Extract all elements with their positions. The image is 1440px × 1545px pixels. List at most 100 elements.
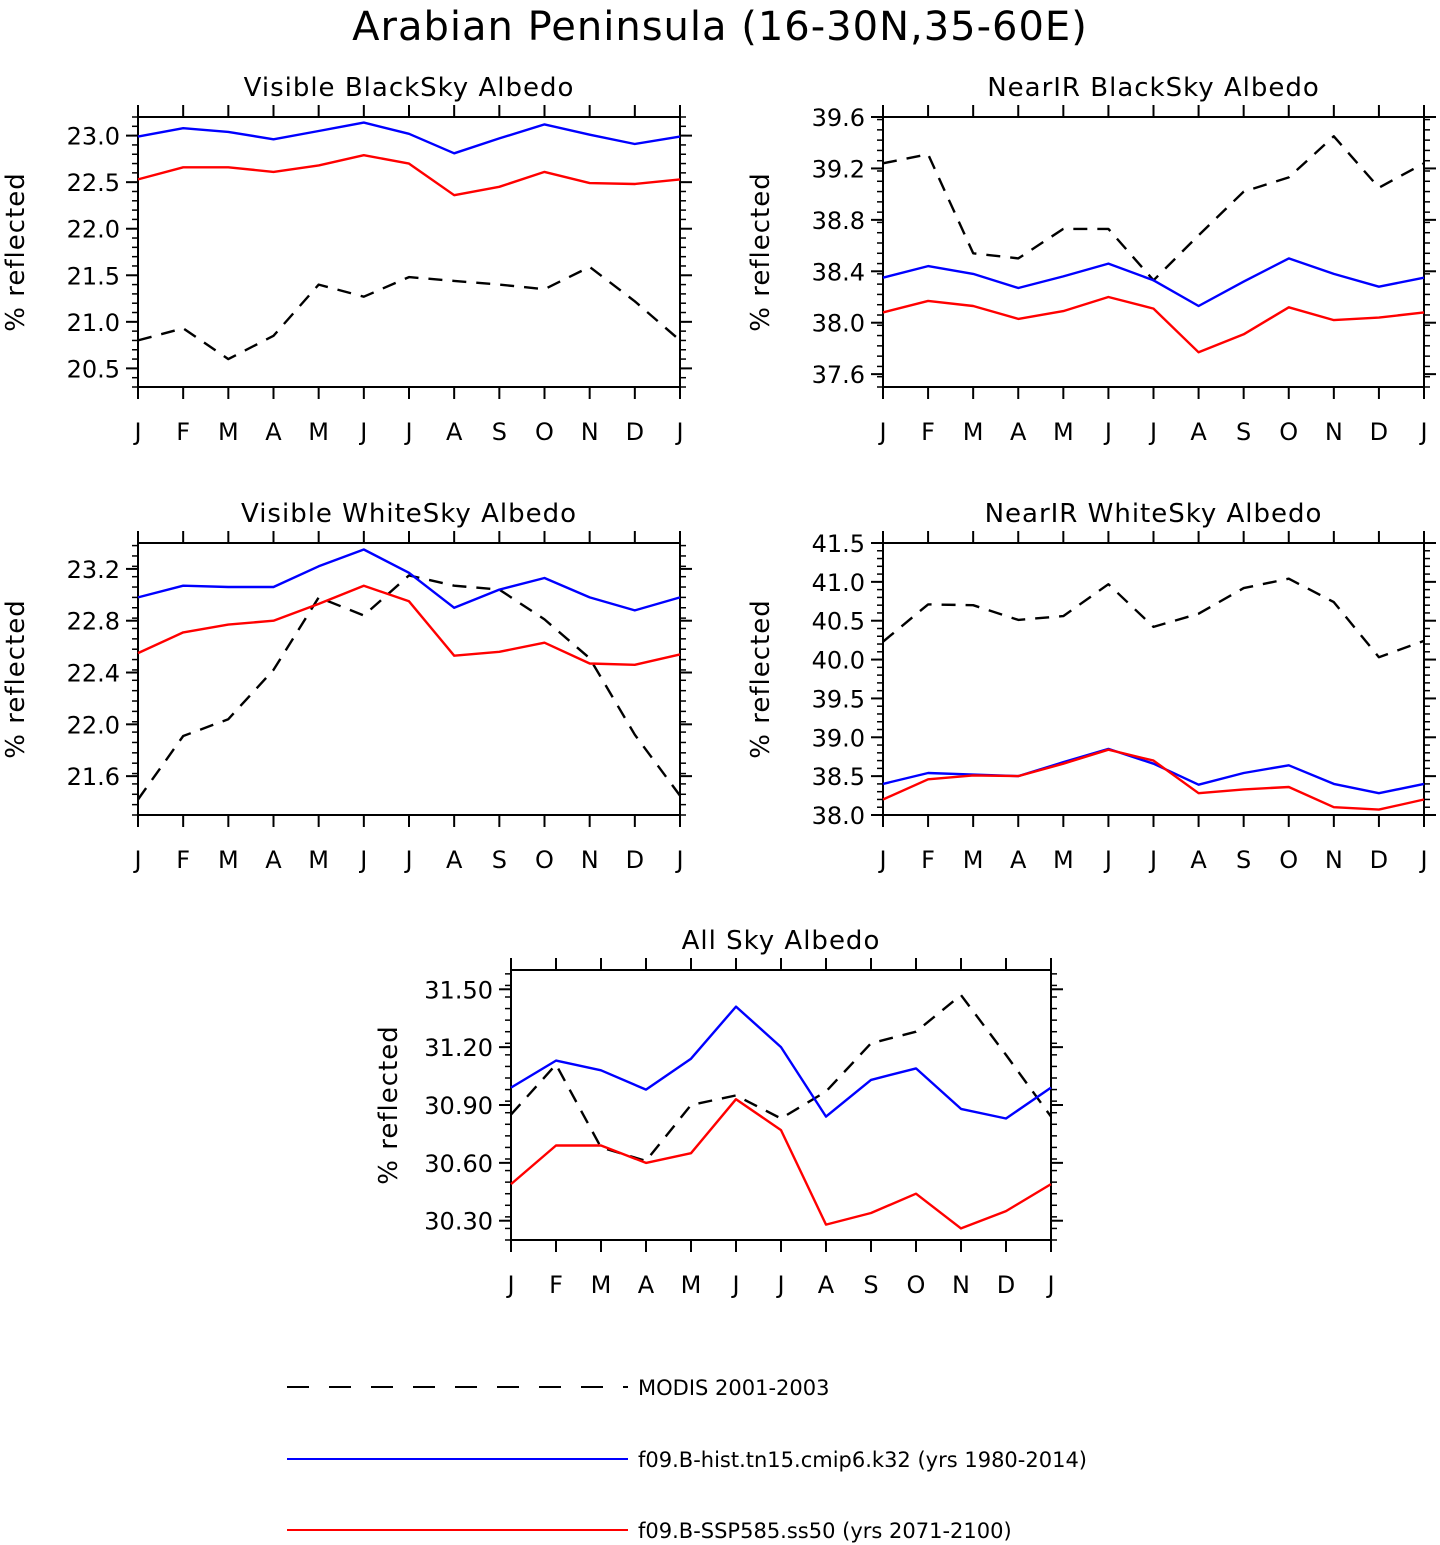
panel-title: All Sky Albedo: [682, 926, 881, 956]
y-tick-label: 39.6: [812, 104, 865, 132]
y-axis-label: % reflected: [1, 172, 31, 331]
y-tick-label: 23.2: [67, 556, 120, 584]
x-tick-label: J: [358, 418, 367, 446]
y-tick-label: 20.5: [67, 355, 120, 383]
hist-line: [882, 747, 1425, 795]
x-tick-label: A: [446, 846, 463, 874]
x-tick-label: J: [505, 1271, 514, 1299]
y-tick-label: 39.0: [812, 724, 865, 752]
x-tick-label: O: [535, 846, 554, 874]
x-tick-label: D: [1370, 418, 1388, 446]
x-tick-label: S: [863, 1271, 878, 1299]
x-tick-label: S: [492, 418, 507, 446]
x-tick-label: A: [638, 1271, 655, 1299]
ssp-line: [510, 1097, 1052, 1230]
x-tick-label: A: [818, 1271, 835, 1299]
x-tick-label: J: [358, 846, 367, 874]
x-tick-label: A: [446, 418, 463, 446]
y-tick-label: 40.5: [812, 608, 865, 636]
y-tick-label: 22.4: [67, 660, 120, 688]
x-tick-label: J: [403, 846, 412, 874]
y-tick-label: 39.5: [812, 685, 865, 713]
x-tick-label: J: [1418, 418, 1427, 446]
x-tick-label: D: [626, 418, 644, 446]
x-tick-label: M: [308, 846, 329, 874]
x-tick-label: J: [132, 418, 141, 446]
y-tick-label: 22.8: [67, 608, 120, 636]
y-tick-label: 30.90: [424, 1092, 493, 1120]
x-tick-label: A: [1010, 418, 1027, 446]
x-tick-label: A: [1190, 418, 1207, 446]
x-tick-label: O: [907, 1271, 926, 1299]
x-tick-label: N: [1325, 846, 1343, 874]
x-tick-label: A: [265, 846, 282, 874]
y-tick-label: 38.5: [812, 763, 865, 791]
x-tick-label: J: [403, 418, 412, 446]
hist-line: [137, 121, 681, 155]
legend: MODIS 2001-2003 f09.B-hist.tn15.cmip6.k3…: [287, 1376, 1087, 1543]
x-tick-label: J: [877, 418, 886, 446]
ssp-line: [882, 748, 1425, 811]
x-tick-label: O: [1279, 418, 1298, 446]
x-tick-label: J: [1045, 1271, 1054, 1299]
figure-title: Arabian Peninsula (16-30N,35-60E): [352, 4, 1088, 50]
x-tick-label: F: [176, 846, 190, 874]
x-tick-label: N: [952, 1271, 970, 1299]
y-axis-label: % reflected: [374, 1025, 404, 1184]
y-tick-label: 21.0: [67, 309, 120, 337]
hist-line: [137, 548, 681, 612]
panel-title: Visible BlackSky Albedo: [244, 73, 575, 103]
panel-title: Visible WhiteSky Albedo: [241, 499, 577, 529]
x-tick-label: S: [1236, 846, 1251, 874]
x-tick-label: J: [775, 1271, 784, 1299]
y-tick-label: 41.0: [812, 569, 865, 597]
x-tick-label: A: [1190, 846, 1207, 874]
x-tick-label: M: [591, 1271, 612, 1299]
plot-frame: [137, 116, 681, 388]
legend-label-ssp: f09.B-SSP585.ss50 (yrs 2071-2100): [638, 1519, 1012, 1543]
x-tick-label: M: [308, 418, 329, 446]
ssp-line: [137, 153, 681, 197]
y-tick-label: 38.4: [812, 258, 865, 286]
x-tick-label: N: [581, 846, 599, 874]
plot-frame: [882, 116, 1425, 388]
x-tick-label: N: [581, 418, 599, 446]
x-tick-label: S: [1236, 418, 1251, 446]
plot-frame: [137, 542, 681, 816]
x-tick-label: J: [1148, 846, 1157, 874]
x-tick-label: M: [1053, 846, 1074, 874]
x-tick-label: J: [1418, 846, 1427, 874]
y-tick-label: 39.2: [812, 155, 865, 183]
x-tick-label: M: [218, 846, 239, 874]
x-tick-label: D: [997, 1271, 1015, 1299]
y-tick-label: 30.30: [424, 1208, 493, 1236]
x-tick-label: M: [681, 1271, 702, 1299]
y-tick-label: 30.60: [424, 1150, 493, 1178]
y-tick-label: 38.0: [812, 310, 865, 338]
x-tick-label: A: [265, 418, 282, 446]
x-tick-label: M: [1053, 418, 1074, 446]
x-tick-label: O: [535, 418, 554, 446]
modis-line: [137, 574, 681, 801]
x-tick-label: F: [921, 418, 935, 446]
y-tick-label: 31.20: [424, 1034, 493, 1062]
y-tick-label: 37.6: [812, 361, 865, 389]
x-tick-label: J: [132, 846, 141, 874]
hist-line: [510, 1005, 1052, 1120]
y-tick-label: 31.50: [424, 976, 493, 1004]
legend-label-modis: MODIS 2001-2003: [638, 1376, 829, 1400]
x-tick-label: J: [1103, 846, 1112, 874]
y-tick-label: 38.8: [812, 207, 865, 235]
x-tick-label: F: [176, 418, 190, 446]
legend-label-hist: f09.B-hist.tn15.cmip6.k32 (yrs 1980-2014…: [638, 1448, 1087, 1472]
y-tick-label: 22.5: [67, 169, 120, 197]
plot-frame: [510, 969, 1052, 1241]
y-tick-label: 21.6: [67, 763, 120, 791]
ssp-line: [137, 584, 681, 666]
modis-line: [137, 265, 681, 361]
hist-line: [882, 257, 1425, 308]
y-tick-label: 41.5: [812, 530, 865, 558]
x-tick-label: S: [492, 846, 507, 874]
